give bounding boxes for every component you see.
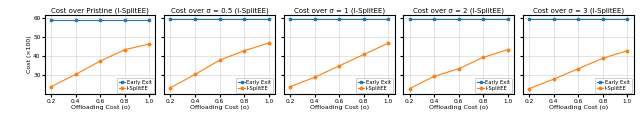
Line: Early Exit: Early Exit bbox=[528, 18, 628, 21]
Title: Cost over σ = 3 (I-SplitEE): Cost over σ = 3 (I-SplitEE) bbox=[532, 7, 624, 14]
Line: Early Exit: Early Exit bbox=[50, 19, 150, 21]
I-SplitEE bbox=[335, 65, 343, 67]
I-SplitEE bbox=[96, 60, 104, 62]
Title: Cost over σ = 0.5 (I-SplitEE): Cost over σ = 0.5 (I-SplitEE) bbox=[171, 7, 269, 14]
Title: Cost over σ = 1 (I-SplitEE): Cost over σ = 1 (I-SplitEE) bbox=[294, 7, 385, 14]
Early Exit bbox=[599, 19, 607, 20]
I-SplitEE bbox=[575, 68, 582, 69]
I-SplitEE bbox=[360, 54, 367, 55]
Line: I-SplitEE: I-SplitEE bbox=[50, 43, 150, 88]
I-SplitEE bbox=[121, 49, 129, 50]
Title: Cost over Pristine (I-SplitEE): Cost over Pristine (I-SplitEE) bbox=[51, 7, 149, 14]
Line: I-SplitEE: I-SplitEE bbox=[408, 48, 509, 90]
I-SplitEE bbox=[216, 59, 223, 61]
Legend: Early Exit, I-SplitEE: Early Exit, I-SplitEE bbox=[356, 78, 393, 93]
X-axis label: Offloading Cost (o): Offloading Cost (o) bbox=[70, 105, 130, 110]
Line: Early Exit: Early Exit bbox=[169, 18, 270, 21]
Early Exit bbox=[145, 19, 153, 21]
Early Exit bbox=[286, 19, 294, 20]
Early Exit bbox=[96, 19, 104, 21]
Early Exit bbox=[241, 19, 248, 20]
I-SplitEE bbox=[623, 50, 631, 51]
I-SplitEE bbox=[599, 57, 607, 59]
Early Exit bbox=[504, 19, 512, 20]
Line: I-SplitEE: I-SplitEE bbox=[528, 49, 628, 90]
I-SplitEE bbox=[504, 49, 512, 50]
I-SplitEE bbox=[47, 86, 55, 87]
Early Exit bbox=[265, 19, 273, 20]
Early Exit bbox=[47, 19, 55, 21]
I-SplitEE bbox=[550, 78, 557, 80]
Line: Early Exit: Early Exit bbox=[289, 18, 390, 21]
X-axis label: Offloading Cost (o): Offloading Cost (o) bbox=[310, 105, 369, 110]
I-SplitEE bbox=[166, 87, 174, 88]
I-SplitEE bbox=[525, 88, 533, 89]
Line: Early Exit: Early Exit bbox=[408, 18, 509, 21]
I-SplitEE bbox=[430, 76, 438, 77]
Line: I-SplitEE: I-SplitEE bbox=[289, 42, 390, 88]
Early Exit bbox=[385, 19, 392, 20]
X-axis label: Offloading Cost (o): Offloading Cost (o) bbox=[429, 105, 488, 110]
Early Exit bbox=[166, 19, 174, 20]
Legend: Early Exit, I-SplitEE: Early Exit, I-SplitEE bbox=[116, 78, 154, 93]
Early Exit bbox=[575, 19, 582, 20]
I-SplitEE bbox=[455, 68, 463, 69]
Early Exit bbox=[455, 19, 463, 20]
Legend: Early Exit, I-SplitEE: Early Exit, I-SplitEE bbox=[595, 78, 632, 93]
I-SplitEE bbox=[72, 74, 79, 75]
Early Exit bbox=[406, 19, 413, 20]
X-axis label: Offloading Cost (o): Offloading Cost (o) bbox=[548, 105, 608, 110]
Early Exit bbox=[623, 19, 631, 20]
Title: Cost over σ = 2 (I-SplitEE): Cost over σ = 2 (I-SplitEE) bbox=[413, 7, 504, 14]
Early Exit bbox=[191, 19, 199, 20]
Early Exit bbox=[550, 19, 557, 20]
I-SplitEE bbox=[191, 74, 199, 75]
Early Exit bbox=[121, 19, 129, 21]
X-axis label: Offloading Cost (o): Offloading Cost (o) bbox=[190, 105, 249, 110]
Early Exit bbox=[360, 19, 367, 20]
Early Exit bbox=[216, 19, 223, 20]
Y-axis label: Cost (×100): Cost (×100) bbox=[27, 36, 32, 73]
I-SplitEE bbox=[311, 77, 319, 78]
I-SplitEE bbox=[406, 88, 413, 89]
Early Exit bbox=[525, 19, 533, 20]
Early Exit bbox=[335, 19, 343, 20]
Legend: Early Exit, I-SplitEE: Early Exit, I-SplitEE bbox=[476, 78, 513, 93]
Early Exit bbox=[430, 19, 438, 20]
Early Exit bbox=[479, 19, 487, 20]
I-SplitEE bbox=[241, 50, 248, 51]
I-SplitEE bbox=[479, 57, 487, 58]
Legend: Early Exit, I-SplitEE: Early Exit, I-SplitEE bbox=[236, 78, 273, 93]
I-SplitEE bbox=[145, 43, 153, 45]
I-SplitEE bbox=[385, 42, 392, 44]
I-SplitEE bbox=[286, 86, 294, 87]
I-SplitEE bbox=[265, 42, 273, 44]
Line: I-SplitEE: I-SplitEE bbox=[169, 42, 270, 89]
Early Exit bbox=[311, 19, 319, 20]
Early Exit bbox=[72, 19, 79, 21]
